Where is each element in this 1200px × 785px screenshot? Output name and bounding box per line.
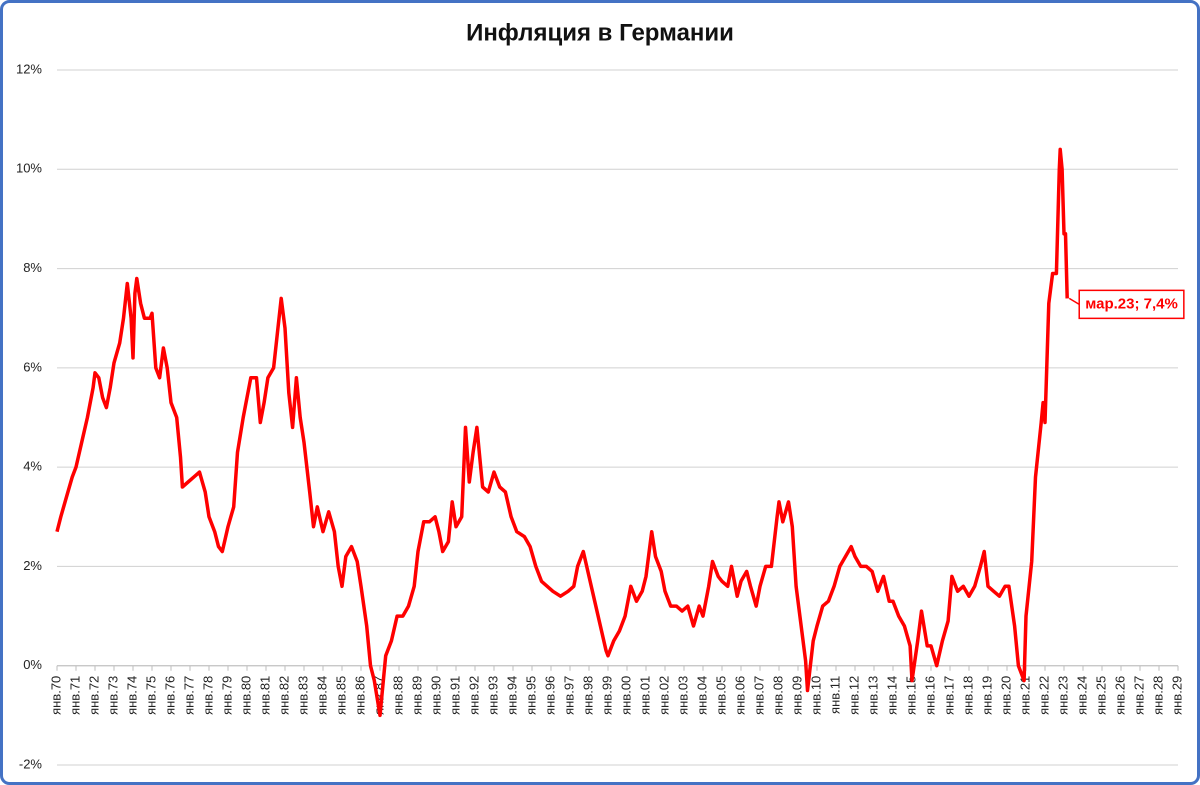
x-tick-label: янв.08	[770, 676, 785, 715]
x-tick-label: янв.73	[105, 676, 120, 715]
x-tick-label: янв.28	[1150, 676, 1165, 715]
x-tick-label: янв.91	[447, 676, 462, 715]
x-tick-label: янв.11	[827, 676, 842, 714]
x-tick-label: янв.93	[485, 676, 500, 715]
x-tick-label: янв.19	[979, 676, 994, 715]
x-tick-label: янв.01	[637, 676, 652, 715]
y-tick-label: 6%	[23, 359, 42, 374]
y-tick-label: -2%	[19, 756, 43, 771]
x-tick-label: янв.07	[751, 676, 766, 715]
x-tick-label: янв.04	[694, 676, 709, 715]
x-tick-label: янв.00	[618, 676, 633, 715]
x-tick-label: янв.81	[257, 676, 272, 715]
x-tick-label: янв.89	[409, 676, 424, 715]
inflation-line	[55, 147, 1069, 718]
x-tick-label: янв.77	[181, 676, 196, 715]
y-tick-label: 12%	[16, 61, 42, 76]
x-tick-label: янв.80	[238, 676, 253, 715]
x-tick-label: янв.84	[314, 676, 329, 715]
y-tick-label: 2%	[23, 558, 42, 573]
x-tick-label: янв.25	[1093, 676, 1108, 715]
x-tick-label: янв.90	[428, 676, 443, 715]
x-tick-label: янв.92	[466, 676, 481, 715]
x-tick-label: янв.79	[219, 676, 234, 715]
x-tick-label: янв.70	[48, 676, 63, 715]
x-tick-label: янв.17	[941, 676, 956, 715]
x-tick-label: янв.20	[998, 676, 1013, 715]
chart-title: Инфляция в Германии	[466, 19, 734, 46]
x-tick-label: янв.86	[352, 676, 367, 715]
annotation-box	[1078, 289, 1185, 320]
x-tick-label: янв.88	[390, 676, 405, 715]
x-tick-label: янв.06	[732, 676, 747, 715]
annotation: мар.23; 7,4%	[1085, 295, 1178, 312]
y-tick-label: 10%	[16, 161, 42, 176]
x-tick-label: янв.71	[67, 676, 82, 715]
x-tick-label: янв.95	[523, 676, 538, 715]
x-tick-label: янв.18	[960, 676, 975, 715]
y-tick-label: 8%	[23, 260, 42, 275]
x-tick-label: янв.83	[295, 676, 310, 715]
x-tick-label: янв.26	[1112, 676, 1127, 715]
annotation-pointer	[1068, 297, 1080, 306]
x-tick-label: янв.29	[1169, 676, 1184, 715]
x-tick-label: янв.27	[1131, 676, 1146, 715]
x-tick-label: янв.78	[200, 676, 215, 715]
x-tick-label: янв.96	[542, 676, 557, 715]
x-tick-label: янв.23	[1055, 676, 1070, 715]
x-tick-label: янв.05	[713, 676, 728, 715]
x-tick-label: янв.72	[86, 676, 101, 715]
x-tick-label: янв.24	[1074, 676, 1089, 715]
x-tick-label: янв.75	[143, 676, 158, 715]
x-tick-label: янв.15	[903, 676, 918, 715]
x-tick-label: янв.03	[675, 676, 690, 715]
x-tick-label: янв.85	[333, 676, 348, 715]
x-tick-label: янв.14	[884, 676, 899, 715]
x-tick-label: янв.97	[561, 676, 576, 715]
y-tick-label: 4%	[23, 459, 42, 474]
y-tick-label: 0%	[23, 657, 42, 672]
x-tick-label: янв.94	[504, 676, 519, 715]
x-tick-label: янв.76	[162, 676, 177, 715]
x-tick-label: янв.82	[276, 676, 291, 715]
x-tick-label: янв.99	[599, 676, 614, 715]
x-tick-label: янв.13	[865, 676, 880, 715]
x-tick-label: янв.22	[1036, 676, 1051, 715]
x-tick-label: янв.02	[656, 676, 671, 715]
x-tick-label: янв.98	[580, 676, 595, 715]
x-tick-label: янв.16	[922, 676, 937, 715]
x-tick-label: янв.21	[1017, 676, 1032, 715]
x-tick-label: янв.12	[846, 676, 861, 715]
x-tick-label: янв.10	[808, 676, 823, 715]
x-tick-label: янв.74	[124, 676, 139, 715]
x-tick-label: янв.09	[789, 676, 804, 715]
